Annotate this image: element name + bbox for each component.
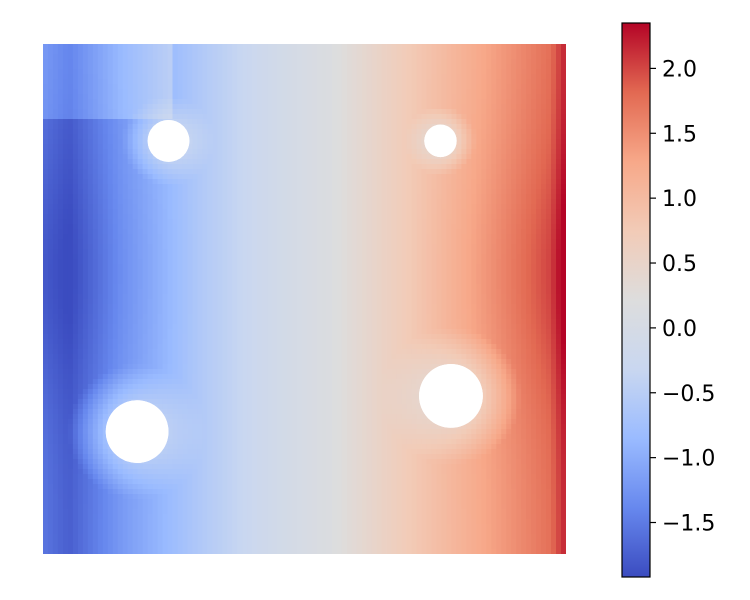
colorbar: 2.0 1.5 1.0 0.5 0.0 −0.5 −1.0 −1.5 (621, 22, 715, 578)
field-mesh (43, 44, 566, 554)
plot-area (43, 44, 566, 554)
colorbar-frame (621, 22, 651, 578)
hole-1 (147, 119, 190, 162)
hole-3 (105, 400, 169, 463)
colorbar-tick-label: −0.5 (662, 382, 715, 407)
hole-4 (419, 363, 483, 428)
colorbar-tick-label: 0.5 (662, 252, 697, 277)
colorbar-tick-label: −1.5 (662, 512, 715, 537)
colorbar-tick-label: 1.0 (662, 187, 697, 212)
colorbar-tick-label: 2.0 (662, 57, 697, 82)
colorbar-tick-label: 1.5 (662, 122, 697, 147)
colorbar-gradient (622, 23, 650, 577)
hole-2 (424, 124, 457, 158)
colorbar-tick-label: 0.0 (662, 317, 697, 342)
colorbar-tick-label: −1.0 (662, 447, 715, 472)
